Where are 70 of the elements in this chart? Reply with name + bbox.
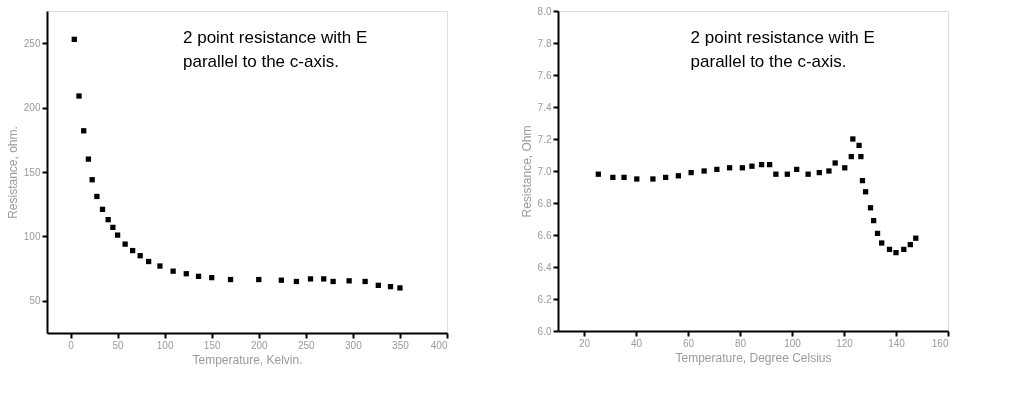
point bbox=[688, 169, 694, 176]
x-tick-label: 200 bbox=[250, 339, 269, 351]
x-tick-label: 140 bbox=[888, 337, 906, 349]
point bbox=[122, 241, 128, 247]
point bbox=[114, 232, 121, 238]
point bbox=[850, 136, 856, 142]
x-tick-label: 150 bbox=[203, 339, 221, 351]
point bbox=[856, 142, 862, 149]
point bbox=[346, 278, 352, 284]
x-tick-label: 100 bbox=[784, 337, 802, 349]
point bbox=[749, 163, 755, 169]
point bbox=[307, 276, 314, 282]
point bbox=[621, 174, 627, 181]
point bbox=[170, 268, 176, 274]
point bbox=[634, 176, 640, 182]
y-tick-label: 100 bbox=[23, 230, 41, 242]
point bbox=[773, 171, 779, 177]
annotation: 2 point resistance with E parallel to the c-axis. bbox=[183, 28, 368, 72]
point bbox=[110, 224, 116, 231]
x-tick-label: 20 bbox=[578, 337, 591, 349]
point bbox=[893, 249, 899, 256]
x-tick-label: 0 bbox=[68, 339, 75, 351]
point bbox=[76, 93, 82, 99]
x-tick-label: 50 bbox=[112, 339, 125, 351]
y-axis-title: Resistance, ohm. bbox=[5, 126, 20, 219]
y-axis-title: Resistance, Ohm bbox=[519, 125, 534, 218]
point bbox=[832, 160, 838, 166]
y-tick-label: 150 bbox=[23, 166, 41, 178]
y-tick-label: 7.6 bbox=[537, 69, 552, 81]
y-tick-label: 250 bbox=[23, 37, 41, 49]
x-tick-label: 60 bbox=[682, 337, 695, 349]
y-tick-label: 6.2 bbox=[537, 293, 552, 305]
x-tick-label: 120 bbox=[836, 337, 854, 349]
x-tick-label: 80 bbox=[734, 337, 747, 349]
x-axis-title: Temperature, Kelvin. bbox=[192, 352, 303, 367]
y-tick-label: 6.6 bbox=[537, 229, 552, 241]
point bbox=[330, 278, 336, 285]
point bbox=[714, 166, 720, 173]
annotation: 2 point resistance with E parallel to the c-axis. bbox=[690, 28, 875, 72]
point bbox=[650, 176, 656, 182]
point bbox=[157, 263, 163, 269]
point bbox=[701, 168, 707, 174]
x-tick-label: 350 bbox=[392, 339, 410, 351]
y-tick-label: 7.0 bbox=[537, 165, 552, 177]
x-tick-label: 160 bbox=[931, 337, 949, 349]
y-tick-label: 7.8 bbox=[537, 37, 552, 49]
y-tick-label: 50 bbox=[29, 295, 41, 307]
point bbox=[321, 276, 327, 282]
point bbox=[858, 153, 864, 160]
point bbox=[85, 156, 92, 162]
point bbox=[610, 174, 616, 181]
y-tick-label: 6.0 bbox=[537, 325, 552, 337]
x-tick-label: 250 bbox=[297, 339, 316, 351]
point bbox=[397, 285, 403, 291]
x-tick-label: 400 bbox=[430, 339, 448, 351]
x-axis-title: Temperature, Degree Celsius bbox=[675, 350, 832, 365]
x-tick-label: 100 bbox=[156, 339, 174, 351]
point bbox=[362, 278, 368, 285]
y-tick-label: 7.2 bbox=[537, 133, 552, 145]
point bbox=[805, 171, 811, 177]
x-tick-label: 300 bbox=[345, 339, 363, 351]
point bbox=[826, 168, 832, 174]
point bbox=[94, 193, 100, 200]
y-tick-label: 6.8 bbox=[537, 197, 552, 209]
y-tick-label: 6.4 bbox=[537, 261, 552, 273]
y-tick-label: 8.0 bbox=[537, 5, 552, 17]
y-tick-label: 7.4 bbox=[537, 101, 552, 113]
point bbox=[879, 240, 885, 246]
y-tick-label: 200 bbox=[23, 102, 41, 114]
x-tick-label: 40 bbox=[630, 337, 643, 349]
